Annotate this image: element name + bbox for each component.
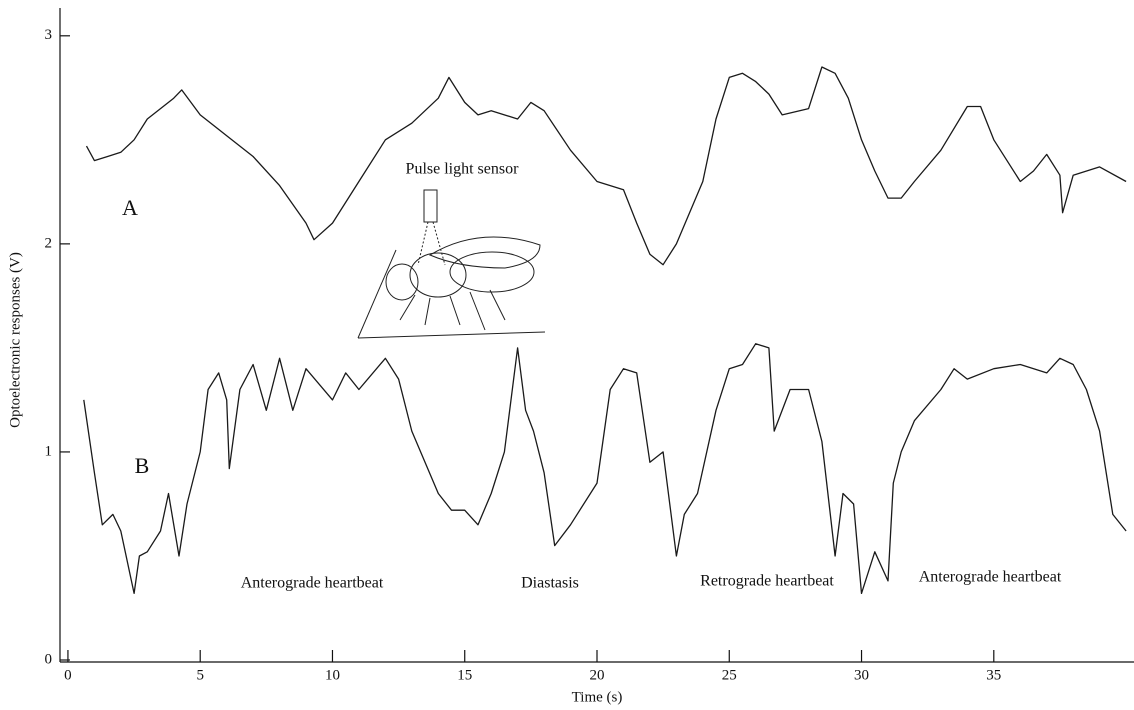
series-label: A [122,195,138,220]
x-tick-label: 25 [722,667,737,683]
trace [84,344,1126,594]
annotation: Anterograde heartbeat [919,569,1062,586]
series-label: B [135,453,150,478]
annotation: Diastasis [521,575,579,592]
fly-thorax [410,253,466,297]
fly-head [386,264,418,300]
x-tick-label: 10 [325,667,340,683]
y-tick-label: 2 [45,235,53,251]
x-tick-label: 0 [64,667,72,683]
x-tick-label: 15 [457,667,472,683]
x-axis-label: Time (s) [572,689,623,705]
annotation: Anterograde heartbeat [241,575,384,592]
annotation: Pulse light sensor [406,161,520,178]
fly-abdomen [450,252,534,292]
x-tick-label: 20 [590,667,605,683]
x-tick-label: 35 [986,667,1001,683]
y-axis-label: Optoelectronic responses (V) [7,252,23,428]
y-tick-label: 3 [45,27,53,43]
platform [358,332,545,338]
sensor [424,190,437,222]
fly-illustration [358,190,545,338]
fly-legs [400,290,505,330]
y-tick-label: 0 [45,651,53,667]
chart: 012305101520253035Time (s)Optoelectronic… [0,0,1134,710]
y-tick-label: 1 [45,443,53,459]
annotation: Retrograde heartbeat [700,573,834,590]
x-tick-label: 30 [854,667,869,683]
trace [87,67,1127,265]
x-tick-label: 5 [196,667,204,683]
